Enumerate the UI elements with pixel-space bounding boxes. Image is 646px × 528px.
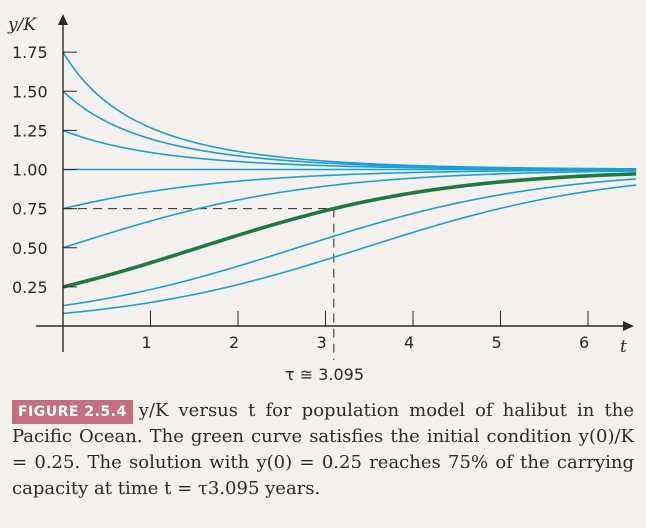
x-axis-arrow-icon [623, 321, 634, 331]
y-tick-label: 0.50 [12, 239, 48, 258]
y-tick-label: 1.75 [12, 43, 48, 62]
y-tick-label: 0.75 [12, 200, 48, 219]
solution-curve [62, 170, 637, 249]
x-tick-label: 4 [404, 333, 414, 352]
y-tick-label: 0.25 [12, 278, 48, 297]
curves [62, 51, 637, 315]
ticks: 1 2 3 4 5 6 0.25 0.50 0.75 1.00 1.25 1.50 1.75 [12, 43, 589, 352]
y-tick-label: 1.00 [12, 161, 48, 180]
y-axis-label: y/K [7, 15, 37, 35]
chart: 1 2 3 4 5 6 0.25 0.50 0.75 1.00 1.25 1.50 1.75 y/K t… [7, 14, 637, 384]
axes [36, 14, 634, 352]
solution-curve [62, 178, 637, 307]
figure-caption: FIGURE 2.5.4 y/K versus t for population … [12, 398, 634, 502]
solution-curve [62, 184, 637, 315]
tau-annotation: τ ≅ 3.095 [285, 365, 364, 384]
x-axis-label: t [620, 337, 627, 357]
x-tick-label: 1 [142, 333, 152, 352]
y-tick-label: 1.50 [12, 82, 48, 101]
highlighted-solution-curve [62, 172, 637, 289]
reference-lines [63, 208, 335, 360]
solution-curve [62, 169, 637, 210]
y-tick-label: 1.25 [12, 121, 48, 140]
x-tick-label: 2 [229, 333, 239, 352]
solution-curve [62, 51, 637, 170]
y-axis-arrow-icon [58, 14, 68, 25]
solution-curve [62, 90, 637, 170]
x-tick-label: 3 [317, 333, 327, 352]
x-tick-label: 5 [492, 333, 502, 352]
figure-label: FIGURE 2.5.4 [12, 400, 133, 424]
x-tick-label: 6 [579, 333, 589, 352]
caption-text: y/K versus t for population model of hal… [12, 400, 634, 499]
